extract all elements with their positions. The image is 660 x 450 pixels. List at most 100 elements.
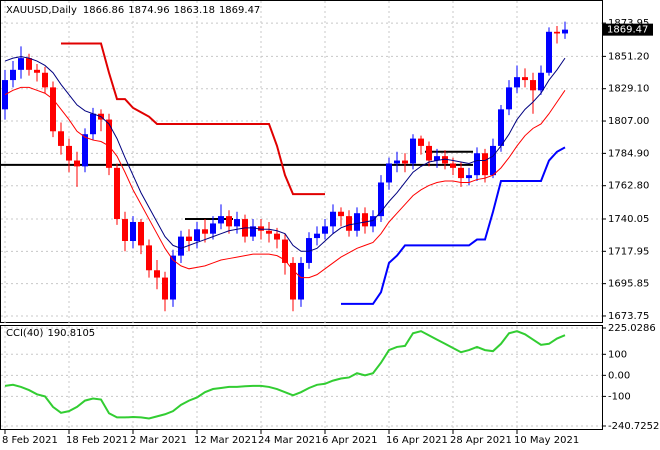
price-marker-box bbox=[603, 23, 653, 36]
candle-body bbox=[354, 213, 360, 231]
candle-body bbox=[490, 145, 496, 176]
candle-body bbox=[258, 226, 264, 231]
candle-body bbox=[546, 31, 552, 73]
candle-body bbox=[402, 160, 408, 164]
candle-body bbox=[410, 138, 416, 164]
candle-body bbox=[18, 58, 24, 70]
candle-body bbox=[138, 221, 144, 246]
y-tick-label: 1829.10 bbox=[608, 84, 649, 95]
y-tick-label: 1717.95 bbox=[608, 246, 649, 257]
candle-body bbox=[130, 221, 136, 241]
candle-body bbox=[370, 216, 376, 227]
indicator-line bbox=[341, 146, 566, 305]
x-tick-label: 16 Apr 2021 bbox=[386, 435, 448, 446]
main-panel-frame bbox=[0, 0, 603, 323]
candle-body bbox=[74, 160, 80, 167]
candle-body bbox=[418, 138, 424, 146]
candle-body bbox=[530, 80, 536, 91]
candle-body bbox=[114, 167, 120, 220]
y-tick-label: 0.00 bbox=[608, 370, 630, 381]
candle-body bbox=[466, 175, 472, 179]
x-tick-label: 2 Mar 2021 bbox=[130, 435, 187, 446]
candle-body bbox=[210, 223, 216, 234]
candle-body bbox=[122, 219, 128, 241]
candle-body bbox=[162, 277, 168, 300]
candle-body bbox=[274, 233, 280, 240]
candle-body bbox=[498, 109, 504, 146]
y-tick-label: 225.0286 bbox=[608, 323, 656, 334]
candle-body bbox=[106, 119, 112, 168]
candle-body bbox=[10, 69, 16, 81]
x-tick-label: 8 Feb 2021 bbox=[2, 435, 58, 446]
candle-body bbox=[522, 77, 528, 81]
candle-body bbox=[282, 239, 288, 263]
cci-value: 190.8105 bbox=[47, 328, 95, 339]
candle-body bbox=[554, 31, 560, 34]
candle-body bbox=[170, 255, 176, 300]
candle-body bbox=[450, 163, 456, 168]
y-tick-label: 1695.85 bbox=[608, 279, 649, 290]
candle-body bbox=[34, 69, 40, 73]
candle-body bbox=[458, 167, 464, 179]
candle-body bbox=[346, 216, 352, 231]
low-value: 1863.18 bbox=[174, 5, 215, 16]
candle-body bbox=[442, 156, 448, 164]
x-tick-label: 24 Mar 2021 bbox=[258, 435, 321, 446]
main-header: XAUUSD,Daily 1866.86 1874.96 1863.18 1869.47 bbox=[6, 5, 260, 16]
candle-body bbox=[378, 182, 384, 217]
cci-line bbox=[4, 330, 566, 420]
y-tick-label: -240.7252 bbox=[608, 421, 659, 432]
candle-body bbox=[474, 153, 480, 176]
y-tick-label: 1873.95 bbox=[608, 18, 649, 29]
candle-body bbox=[202, 229, 208, 234]
x-tick-label: 18 Feb 2021 bbox=[66, 435, 128, 446]
cci-panel-frame bbox=[0, 325, 603, 430]
candle-body bbox=[58, 131, 64, 146]
candle-body bbox=[514, 77, 520, 88]
candle-body bbox=[26, 58, 32, 70]
candle-body bbox=[82, 134, 88, 167]
candle-body bbox=[178, 236, 184, 256]
candle-body bbox=[538, 72, 544, 91]
symbol-title: XAUUSD,Daily bbox=[6, 5, 77, 16]
candle-body bbox=[322, 226, 328, 234]
cci-title: CCI(40) bbox=[6, 328, 44, 339]
candle-body bbox=[194, 229, 200, 241]
x-tick-label: 28 Apr 2021 bbox=[450, 435, 512, 446]
y-tick-label: 100 bbox=[608, 349, 627, 360]
x-tick-label: 12 Mar 2021 bbox=[194, 435, 257, 446]
candle-body bbox=[506, 87, 512, 110]
candle-body bbox=[562, 29, 568, 34]
candle-body bbox=[386, 163, 392, 183]
candle-body bbox=[186, 236, 192, 241]
high-value: 1874.96 bbox=[128, 5, 169, 16]
candle-body bbox=[154, 270, 160, 278]
candle-body bbox=[306, 238, 312, 263]
candle-body bbox=[266, 230, 272, 234]
y-tick-label: 1851.20 bbox=[608, 51, 649, 62]
y-tick-label: 1807.00 bbox=[608, 116, 649, 127]
candle-body bbox=[426, 145, 432, 161]
close-value: 1869.47 bbox=[219, 5, 260, 16]
y-tick-label: 1673.75 bbox=[608, 311, 649, 322]
candle-body bbox=[338, 211, 344, 217]
candle-body bbox=[50, 87, 56, 132]
candle-body bbox=[250, 226, 256, 237]
candle-body bbox=[314, 233, 320, 239]
candle-body bbox=[362, 213, 368, 227]
candle-body bbox=[234, 219, 240, 227]
y-tick-label: 1740.05 bbox=[608, 214, 649, 225]
y-tick-label: 1784.90 bbox=[608, 148, 649, 159]
candle-body bbox=[290, 262, 296, 300]
candle-body bbox=[42, 72, 48, 88]
candle-body bbox=[330, 211, 336, 227]
candle-body bbox=[394, 160, 400, 164]
candle-body bbox=[66, 145, 72, 161]
indicator-line bbox=[4, 86, 566, 279]
y-tick-label: 1762.80 bbox=[608, 181, 649, 192]
candle-body bbox=[434, 156, 440, 161]
candle-body bbox=[226, 216, 232, 227]
candle-body bbox=[482, 153, 488, 176]
x-tick-label: 6 Apr 2021 bbox=[322, 435, 377, 446]
candle-body bbox=[146, 245, 152, 271]
